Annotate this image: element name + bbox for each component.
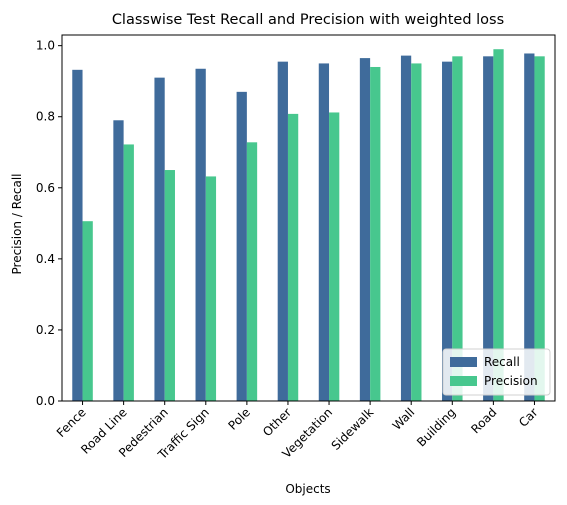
legend-label-recall: Recall [484, 355, 520, 369]
bar-precision-wall [411, 63, 422, 402]
bars-group [72, 49, 545, 402]
legend: Recall Precision [442, 348, 551, 396]
bar-precision-traffic-sign [205, 176, 217, 401]
x-tick-label: Car [516, 405, 541, 430]
legend-label-precision: Precision [484, 374, 538, 388]
x-tick-label: Building [414, 405, 458, 449]
bar-recall-traffic-sign [195, 68, 206, 401]
bar-precision-pedestrian [164, 170, 175, 401]
bar-precision-other [287, 113, 299, 401]
x-tick-label: Road [468, 405, 499, 436]
x-tick-label: Wall [390, 405, 418, 433]
bar-recall-road-line [113, 120, 124, 401]
bar-precision-building [452, 56, 463, 401]
x-tick-label: Sidewalk [329, 405, 377, 453]
bar-recall-vegetation [318, 63, 330, 402]
bar-precision-sidewalk [370, 66, 381, 401]
bar-precision-pole [246, 142, 258, 401]
y-tick-label: 0.0 [36, 394, 55, 408]
x-tick-label: Pole [226, 405, 253, 432]
plot-frame [61, 34, 556, 402]
legend-swatch-recall [450, 357, 477, 367]
x-axis-label: Objects [285, 482, 330, 496]
y-tick-label: 0.6 [36, 181, 55, 195]
chart-title: Classwise Test Recall and Precision with… [112, 12, 504, 28]
bar-recall-car [524, 53, 535, 401]
y-tick-label: 1.0 [36, 39, 55, 53]
y-tick-label: 0.4 [36, 252, 55, 266]
bar-recall-building [442, 61, 453, 402]
y-axis-label: Precision / Recall [10, 173, 24, 274]
bar-recall-road [483, 56, 494, 401]
bar-recall-wall [400, 55, 412, 402]
y-tick-label: 0.2 [36, 323, 55, 337]
bar-recall-pedestrian [154, 77, 165, 401]
y-tick-label: 0.8 [36, 110, 55, 124]
bar-precision-car [534, 56, 545, 401]
bar-recall-fence [72, 69, 83, 401]
bar-precision-road-line [123, 144, 134, 401]
y-axis-ticks: 0.0 0.2 0.4 0.6 0.8 1.0 [36, 39, 62, 408]
x-tick-label: Fence [54, 405, 89, 440]
x-tick-label: Other [260, 405, 294, 439]
bar-precision-vegetation [329, 112, 340, 402]
legend-swatch-precision [450, 376, 477, 386]
bar-recall-sidewalk [359, 58, 371, 401]
bar-precision-fence [82, 221, 93, 401]
bar-recall-pole [236, 91, 247, 401]
bar-precision-road [493, 49, 504, 402]
bar-recall-other [277, 61, 288, 402]
